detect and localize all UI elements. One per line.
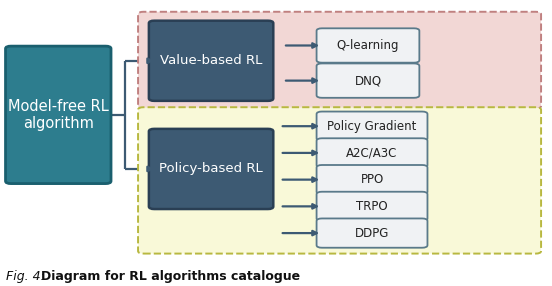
Text: Q-learning: Q-learning xyxy=(337,39,399,52)
FancyBboxPatch shape xyxy=(6,46,111,184)
Text: Policy Gradient: Policy Gradient xyxy=(327,120,417,133)
Text: PPO: PPO xyxy=(360,173,384,186)
FancyBboxPatch shape xyxy=(149,21,273,101)
FancyBboxPatch shape xyxy=(317,192,427,221)
FancyBboxPatch shape xyxy=(317,28,420,63)
Text: DDPG: DDPG xyxy=(355,227,389,240)
FancyBboxPatch shape xyxy=(149,129,273,209)
Text: Model-free RL
algorithm: Model-free RL algorithm xyxy=(8,99,109,131)
Text: Value-based RL: Value-based RL xyxy=(160,54,262,67)
Text: Policy-based RL: Policy-based RL xyxy=(159,162,263,175)
FancyBboxPatch shape xyxy=(317,63,420,98)
FancyBboxPatch shape xyxy=(317,112,427,141)
FancyBboxPatch shape xyxy=(317,165,427,194)
Text: DNQ: DNQ xyxy=(354,74,381,87)
Text: A2C/A3C: A2C/A3C xyxy=(346,146,397,159)
FancyBboxPatch shape xyxy=(317,219,427,248)
FancyBboxPatch shape xyxy=(317,138,427,168)
Text: TRPO: TRPO xyxy=(356,200,388,213)
FancyBboxPatch shape xyxy=(138,107,541,254)
Text: Fig. 4:: Fig. 4: xyxy=(6,270,49,283)
Text: Diagram for RL algorithms catalogue: Diagram for RL algorithms catalogue xyxy=(41,270,300,283)
FancyBboxPatch shape xyxy=(138,12,541,108)
